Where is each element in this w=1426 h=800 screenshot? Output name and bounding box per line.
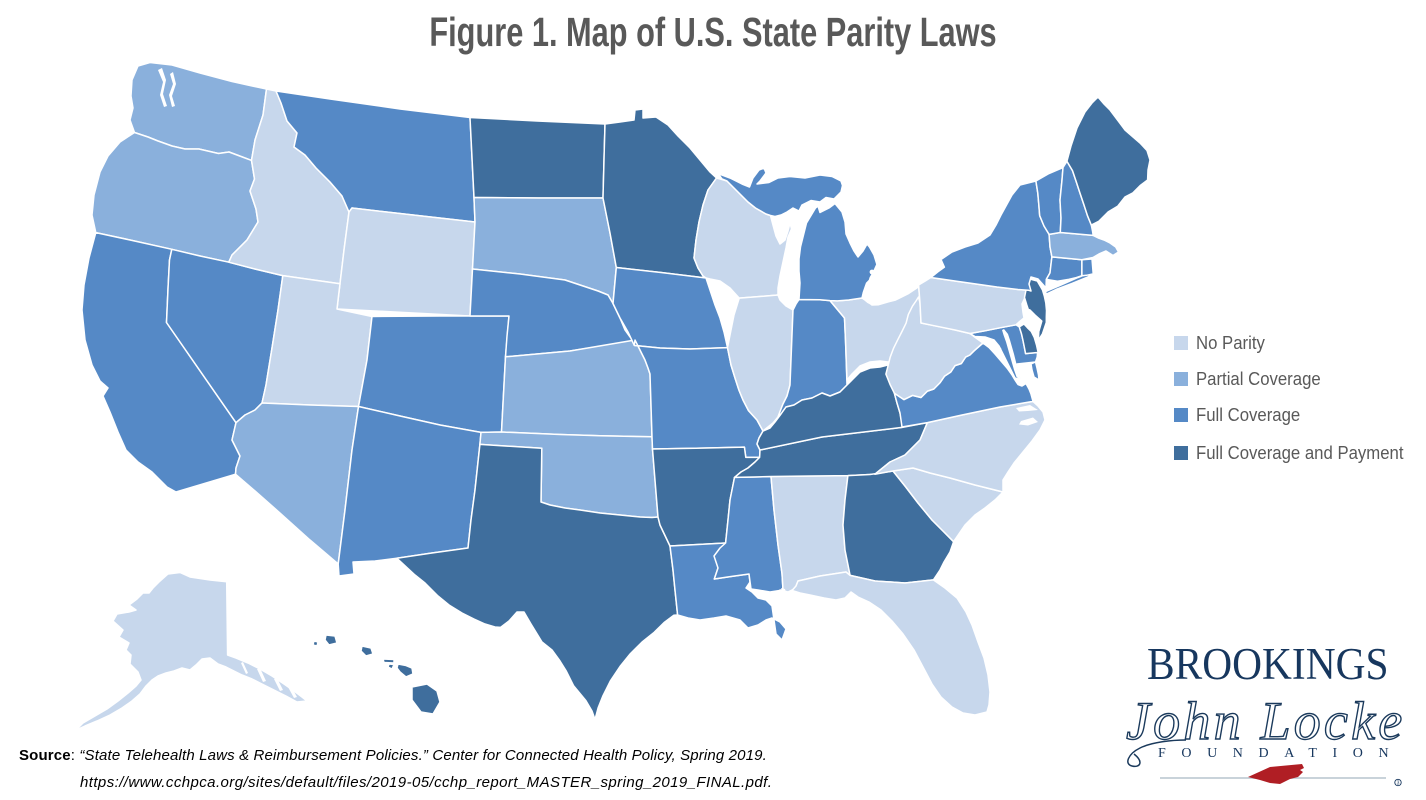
svg-text:John Locke: John Locke — [1126, 692, 1405, 751]
svg-text:3: 3 — [1397, 780, 1400, 786]
